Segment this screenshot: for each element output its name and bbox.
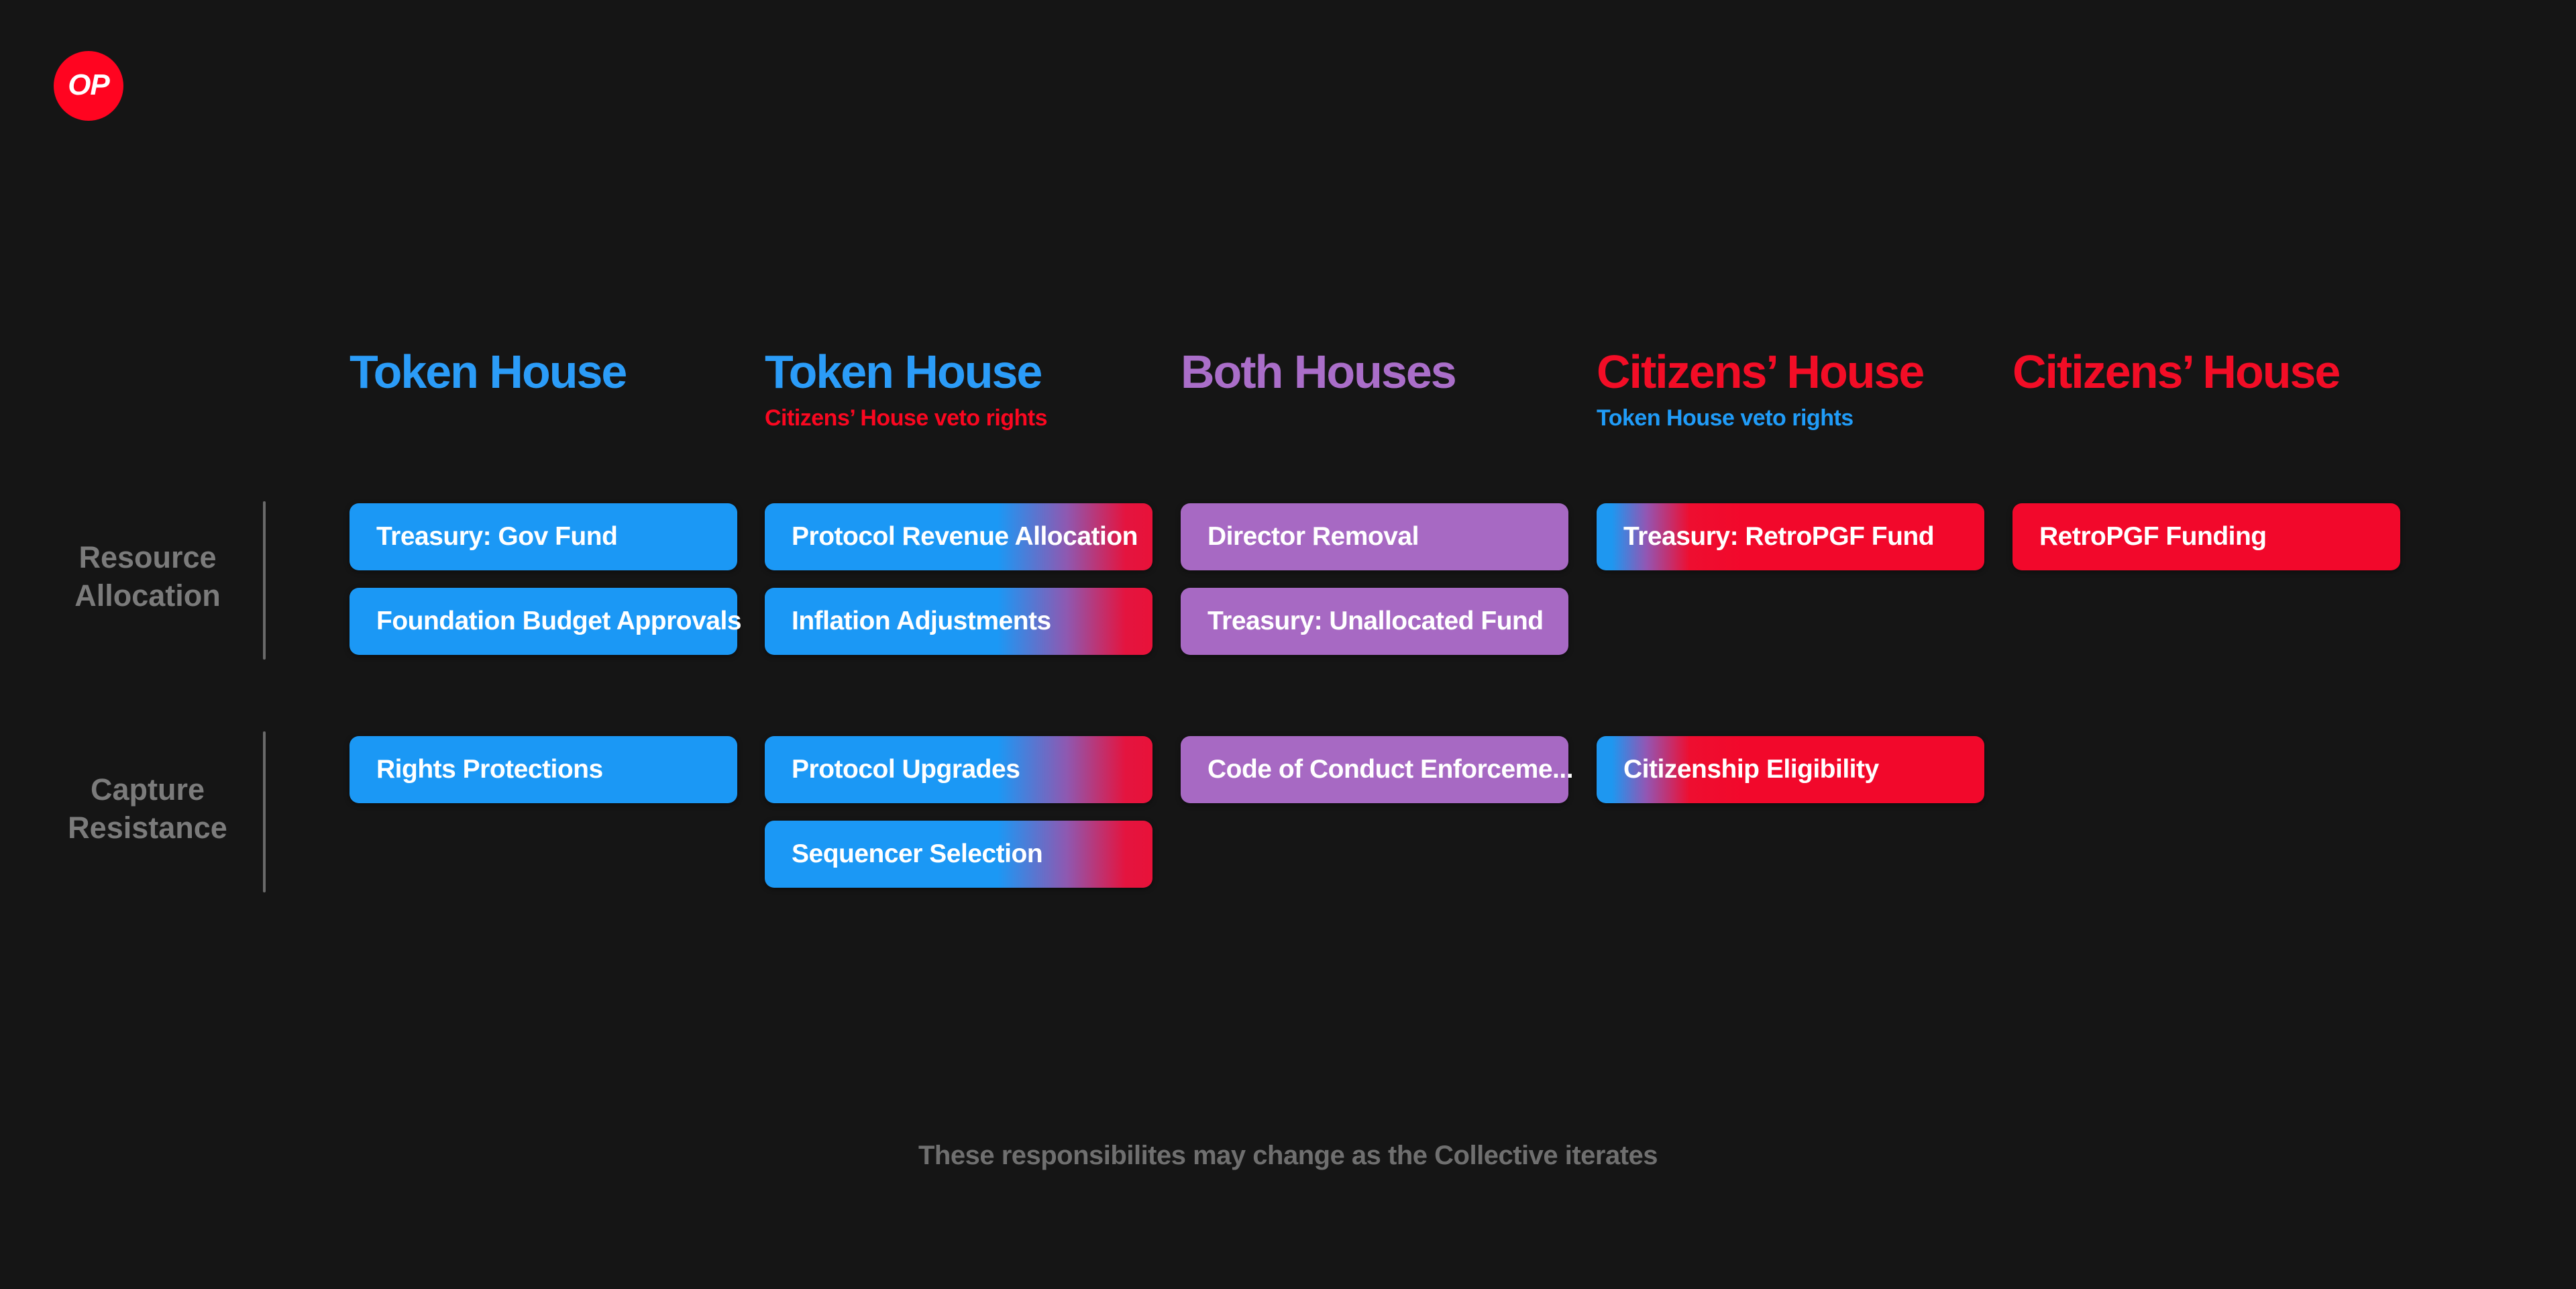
pill-code-of-conduct-enforcement: Code of Conduct Enforceme... — [1181, 736, 1574, 803]
column-header-token-house-1: Token House — [350, 346, 627, 398]
pill-sequencer-selection: Sequencer Selection — [765, 821, 1152, 888]
op-logo-text: OP — [68, 68, 110, 101]
row-label-line: Resistance — [68, 811, 227, 845]
row-label-line: Allocation — [74, 578, 221, 613]
pill-label: Protocol Revenue Allocation — [792, 522, 1138, 551]
pill-treasury-unallocated-fund: Treasury: Unallocated Fund — [1181, 588, 1568, 655]
row-label-line: Resource — [78, 540, 217, 574]
row-label-resource-allocation: Resource Allocation — [40, 538, 255, 615]
op-logo: OP — [54, 51, 123, 121]
pill-protocol-revenue-allocation: Protocol Revenue Allocation — [765, 503, 1152, 570]
footnote: These responsibilites may change as the … — [918, 1141, 1658, 1170]
row-label-capture-resistance: Capture Resistance — [40, 770, 255, 847]
pill-label: Foundation Budget Approvals — [376, 607, 742, 635]
pill-citizenship-eligibility: Citizenship Eligibility — [1597, 736, 1984, 803]
pill-label: RetroPGF Funding — [2039, 522, 2267, 551]
pill-rights-protections: Rights Protections — [350, 736, 737, 803]
pill-protocol-upgrades: Protocol Upgrades — [765, 736, 1152, 803]
pill-label: Code of Conduct Enforceme... — [1208, 755, 1574, 784]
column-subtitle-token-veto: Token House veto rights — [1597, 405, 1854, 431]
column-header-citizens-house-2: Citizens’ House — [2012, 346, 2341, 398]
column-subtitle-citizens-veto: Citizens’ House veto rights — [765, 405, 1048, 431]
pill-label: Director Removal — [1208, 522, 1419, 551]
pill-label: Treasury: Unallocated Fund — [1208, 607, 1544, 635]
column-header-both-houses: Both Houses — [1181, 346, 1457, 398]
pill-label: Protocol Upgrades — [792, 755, 1020, 784]
pill-inflation-adjustments: Inflation Adjustments — [765, 588, 1152, 655]
pill-label: Citizenship Eligibility — [1623, 755, 1879, 784]
divider-line-capture — [263, 731, 266, 892]
pill-foundation-budget-approvals: Foundation Budget Approvals — [350, 588, 742, 655]
pill-treasury-gov-fund: Treasury: Gov Fund — [350, 503, 737, 570]
pill-label: Treasury: Gov Fund — [376, 522, 618, 551]
pill-label: Sequencer Selection — [792, 839, 1043, 868]
pill-label: Rights Protections — [376, 755, 603, 784]
column-header-token-house-2: Token House — [765, 346, 1042, 398]
pill-retropgf-funding: RetroPGF Funding — [2012, 503, 2400, 570]
pill-director-removal: Director Removal — [1181, 503, 1568, 570]
pill-label: Treasury: RetroPGF Fund — [1623, 522, 1935, 551]
divider-line-resource — [263, 501, 266, 660]
column-header-citizens-house-1: Citizens’ House — [1597, 346, 1925, 398]
pill-label: Inflation Adjustments — [792, 607, 1051, 635]
pill-treasury-retropgf-fund: Treasury: RetroPGF Fund — [1597, 503, 1984, 570]
row-label-line: Capture — [90, 772, 205, 807]
